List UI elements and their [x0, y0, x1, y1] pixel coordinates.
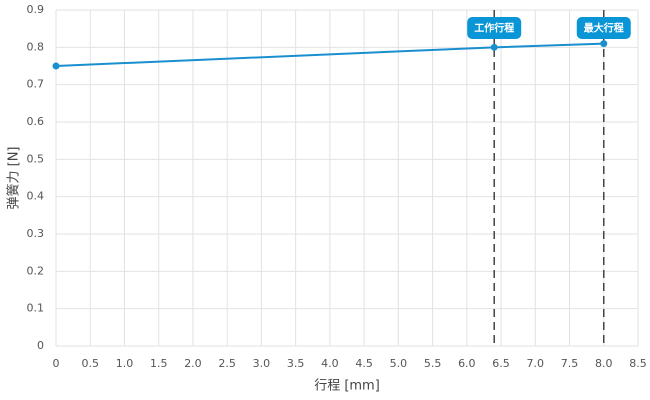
x-tick-label: 5.5 [424, 357, 442, 370]
x-tick-label: 2.5 [218, 357, 236, 370]
y-tick-label: 0.3 [27, 227, 45, 240]
x-tick-label: 8.5 [629, 357, 647, 370]
annotation: 最大行程 [576, 17, 631, 39]
x-tick-label: 5.0 [390, 357, 408, 370]
y-axis-title: 弹簧力 [N] [6, 146, 22, 209]
x-tick-label: 4.5 [355, 357, 373, 370]
y-tick-label: 0.4 [27, 190, 45, 203]
y-tick-label: 0.2 [27, 264, 45, 277]
x-tick-label: 1.5 [150, 357, 168, 370]
x-tick-label: 8.0 [595, 357, 613, 370]
point [52, 62, 60, 70]
x-tick-label: 0.5 [81, 357, 99, 370]
annotation-label: 最大行程 [584, 22, 624, 35]
annotation-box [576, 17, 631, 39]
x-tick-label: 0 [53, 357, 60, 370]
x-axis-title: 行程 [mm] [314, 379, 380, 394]
x-tick-label: 6.5 [492, 357, 510, 370]
x-tick-label: 3.5 [287, 357, 305, 370]
x-tick-label: 2.0 [184, 357, 202, 370]
x-tick-label: 3.0 [253, 357, 271, 370]
x-tick-label: 4.0 [321, 357, 339, 370]
x-tick-label: 7.0 [527, 357, 545, 370]
y-tick-label: 0 [37, 339, 44, 352]
x-tick-label: 6.0 [458, 357, 476, 370]
annotation-box [467, 17, 522, 39]
y-tick-label: 0.7 [27, 78, 45, 91]
annotation-label: 工作行程 [474, 22, 514, 35]
y-tick-label: 0.5 [27, 152, 45, 165]
point [490, 43, 498, 51]
x-tick-label: 1.0 [116, 357, 134, 370]
y-tick-label: 0.9 [27, 3, 45, 16]
y-tick-label: 0.1 [27, 302, 45, 315]
annotation: 工作行程 [467, 17, 522, 39]
y-tick-label: 0.8 [27, 40, 45, 53]
y-tick-label: 0.6 [27, 115, 45, 128]
x-tick-label: 7.5 [561, 357, 579, 370]
point [600, 40, 608, 48]
